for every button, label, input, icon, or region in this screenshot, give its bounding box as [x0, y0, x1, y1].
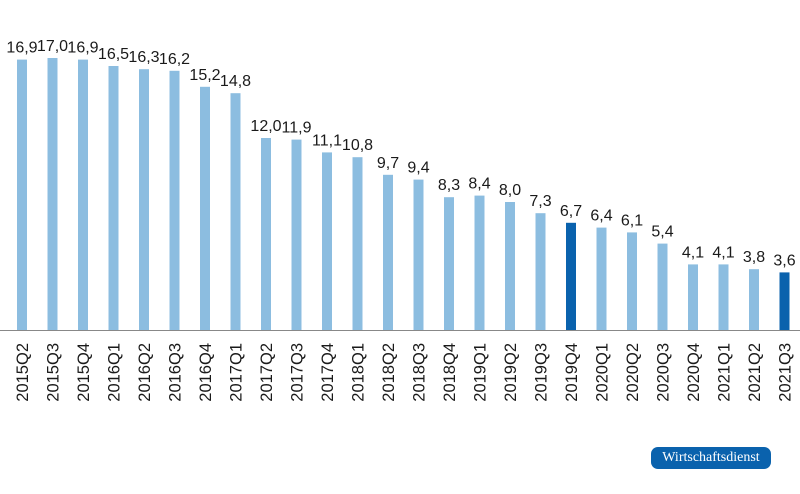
value-label-2017Q4: 11,1 — [312, 132, 342, 149]
bar-2018Q4 — [444, 197, 454, 330]
bar-2018Q3 — [413, 179, 424, 330]
x-tick-label-2020Q3: 2020Q3 — [655, 343, 673, 402]
x-tick-label-2015Q2: 2015Q2 — [14, 343, 32, 402]
x-tick-label-2017Q2: 2017Q2 — [258, 343, 276, 402]
value-label-2018Q4: 8,3 — [438, 177, 460, 194]
bar-2017Q4 — [322, 152, 332, 330]
x-tick-label-2015Q4: 2015Q4 — [75, 343, 93, 402]
bar-2018Q2 — [383, 174, 393, 330]
bar-2021Q1 — [718, 264, 729, 330]
value-label-2018Q3: 9,4 — [407, 160, 429, 177]
bar-2016Q2 — [139, 69, 149, 330]
x-tick-label-2020Q2: 2020Q2 — [624, 343, 642, 402]
bar-2021Q2 — [749, 269, 759, 330]
bar-2017Q1 — [230, 93, 241, 330]
value-label-2020Q4: 4,1 — [682, 244, 704, 261]
value-label-2017Q2: 12,0 — [250, 118, 281, 135]
bar-2015Q2 — [17, 59, 27, 330]
value-label-2015Q2: 16,9 — [6, 40, 37, 57]
bar-2019Q1 — [474, 195, 485, 330]
x-tick-label-2021Q1: 2021Q1 — [716, 343, 734, 402]
x-tick-label-2021Q3: 2021Q3 — [777, 343, 795, 402]
value-label-2016Q3: 16,2 — [159, 51, 190, 68]
bar-2017Q2 — [261, 138, 271, 330]
x-tick-label-2019Q2: 2019Q2 — [502, 343, 520, 402]
value-label-2021Q3: 3,6 — [773, 252, 795, 269]
x-tick-label-2021Q2: 2021Q2 — [746, 343, 764, 402]
value-label-2019Q4: 6,7 — [560, 203, 582, 220]
x-tick-label-2016Q3: 2016Q3 — [167, 343, 185, 402]
bar-2019Q4 — [566, 222, 576, 330]
x-tick-label-2018Q3: 2018Q3 — [411, 343, 429, 402]
value-label-2016Q2: 16,3 — [128, 49, 159, 66]
value-label-2020Q1: 6,4 — [590, 208, 612, 225]
x-tick-label-2019Q4: 2019Q4 — [563, 343, 581, 402]
bar-2020Q4 — [688, 264, 698, 330]
x-tick-label-2020Q4: 2020Q4 — [685, 343, 703, 402]
x-tick-label-2019Q3: 2019Q3 — [533, 343, 551, 402]
x-tick-label-2020Q1: 2020Q1 — [594, 343, 612, 402]
value-label-2015Q3: 17,0 — [37, 38, 68, 55]
bar-2019Q2 — [505, 202, 515, 330]
bar-2020Q3 — [657, 243, 668, 330]
value-label-2016Q4: 15,2 — [189, 67, 220, 84]
x-tick-label-2017Q1: 2017Q1 — [228, 343, 246, 402]
bar-2016Q4 — [200, 86, 210, 330]
x-tick-label-2015Q3: 2015Q3 — [45, 343, 63, 402]
value-label-2018Q1: 10,8 — [342, 137, 373, 154]
x-tick-label-2019Q1: 2019Q1 — [472, 343, 490, 402]
bar-2021Q3 — [779, 272, 790, 330]
bar-2016Q3 — [169, 70, 180, 331]
value-label-2017Q3: 11,9 — [282, 120, 312, 137]
x-tick-label-2018Q1: 2018Q1 — [350, 343, 368, 402]
bar-2018Q1 — [352, 157, 363, 330]
value-label-2021Q1: 4,1 — [712, 244, 734, 261]
bar-2017Q3 — [291, 139, 302, 330]
x-tick-label-2016Q2: 2016Q2 — [136, 343, 154, 402]
value-label-2018Q2: 9,7 — [377, 155, 399, 172]
wirtschaftsdienst-logo: Wirtschaftsdienst — [651, 447, 771, 469]
x-tick-label-2017Q3: 2017Q3 — [289, 343, 307, 402]
value-label-2019Q1: 8,4 — [468, 176, 490, 193]
value-label-2017Q1: 14,8 — [220, 73, 251, 90]
bar-2020Q2 — [627, 232, 637, 330]
value-label-2020Q3: 5,4 — [651, 224, 673, 241]
value-label-2015Q4: 16,9 — [67, 40, 98, 57]
x-tick-label-2018Q4: 2018Q4 — [441, 343, 459, 402]
value-label-2020Q2: 6,1 — [621, 212, 643, 229]
bar-2020Q1 — [596, 227, 607, 330]
value-label-2021Q2: 3,8 — [743, 249, 765, 266]
bar-2016Q1 — [108, 66, 119, 330]
x-tick-label-2017Q4: 2017Q4 — [319, 343, 337, 402]
bar-2019Q3 — [535, 213, 546, 330]
value-label-2019Q2: 8,0 — [499, 182, 521, 199]
bar-2015Q4 — [78, 59, 88, 330]
value-label-2016Q1: 16,5 — [98, 46, 129, 63]
value-label-2019Q3: 7,3 — [529, 193, 551, 210]
bar-2015Q3 — [47, 58, 58, 330]
x-tick-label-2018Q2: 2018Q2 — [380, 343, 398, 402]
x-tick-label-2016Q1: 2016Q1 — [106, 343, 124, 402]
x-tick-label-2016Q4: 2016Q4 — [197, 343, 215, 402]
